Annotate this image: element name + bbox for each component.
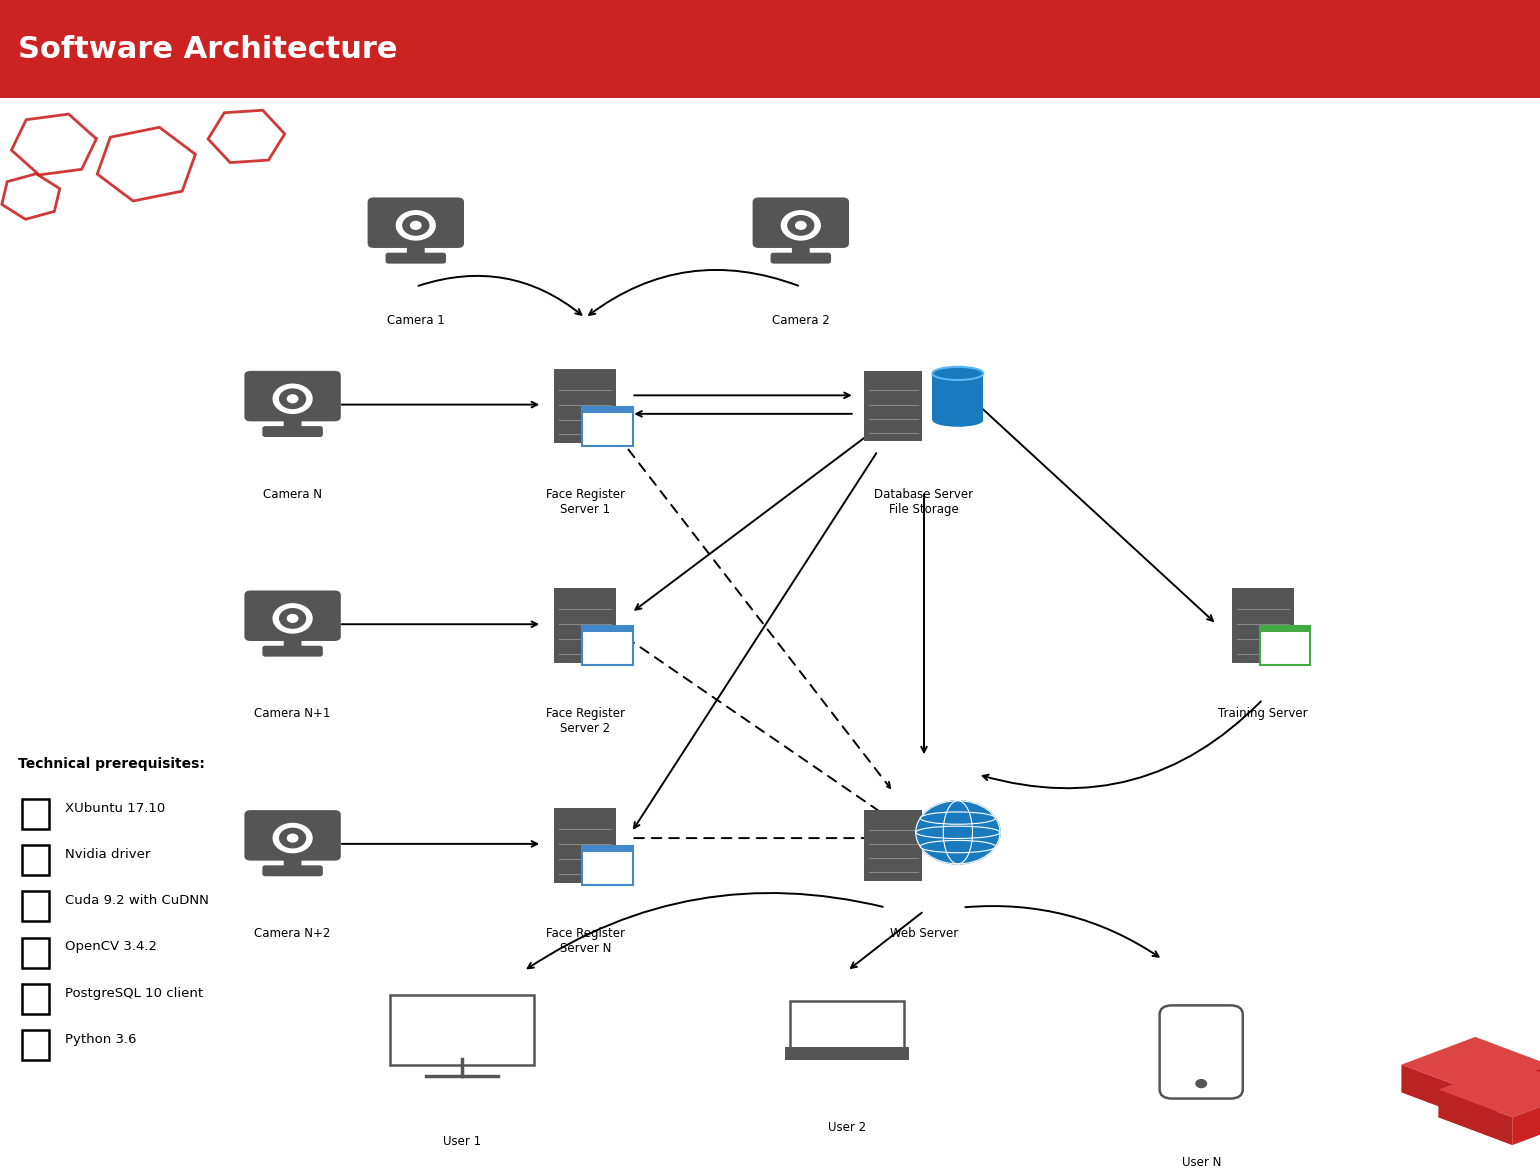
FancyBboxPatch shape (245, 810, 340, 860)
FancyBboxPatch shape (1160, 1005, 1243, 1099)
FancyBboxPatch shape (262, 426, 323, 437)
FancyBboxPatch shape (390, 995, 534, 1065)
Text: Face Register
Server 2: Face Register Server 2 (545, 707, 625, 735)
Text: User 2: User 2 (829, 1121, 865, 1134)
FancyBboxPatch shape (582, 627, 633, 632)
FancyBboxPatch shape (245, 590, 340, 641)
Text: Camera 2: Camera 2 (772, 314, 830, 327)
FancyBboxPatch shape (262, 865, 323, 877)
Text: XUbuntu 17.10: XUbuntu 17.10 (65, 802, 165, 815)
Polygon shape (1512, 1090, 1540, 1146)
FancyBboxPatch shape (1232, 588, 1294, 663)
Circle shape (280, 389, 305, 408)
FancyBboxPatch shape (283, 852, 302, 871)
Circle shape (788, 215, 813, 235)
Polygon shape (1438, 1061, 1540, 1118)
Text: Face Register
Server 1: Face Register Server 1 (545, 487, 625, 516)
FancyBboxPatch shape (554, 588, 616, 663)
FancyBboxPatch shape (368, 198, 464, 248)
Text: OpenCV 3.4.2: OpenCV 3.4.2 (65, 940, 157, 953)
Circle shape (273, 385, 313, 414)
FancyBboxPatch shape (22, 798, 49, 829)
Text: Technical prerequisites:: Technical prerequisites: (18, 758, 205, 772)
FancyBboxPatch shape (1260, 627, 1311, 665)
FancyBboxPatch shape (554, 368, 616, 443)
FancyBboxPatch shape (407, 240, 425, 258)
FancyBboxPatch shape (0, 0, 1540, 98)
FancyBboxPatch shape (864, 371, 922, 442)
FancyBboxPatch shape (790, 1002, 904, 1057)
Ellipse shape (933, 414, 983, 427)
Text: Database Server
File Storage: Database Server File Storage (875, 487, 973, 516)
FancyBboxPatch shape (785, 1047, 909, 1059)
Text: Training Server: Training Server (1218, 707, 1307, 720)
FancyBboxPatch shape (770, 253, 832, 264)
Circle shape (403, 215, 428, 235)
FancyBboxPatch shape (582, 846, 633, 852)
Text: User N: User N (1181, 1156, 1221, 1169)
Text: Camera N+2: Camera N+2 (254, 927, 331, 940)
Circle shape (280, 609, 305, 628)
Polygon shape (1475, 1065, 1540, 1120)
FancyBboxPatch shape (22, 984, 49, 1014)
Circle shape (273, 604, 313, 632)
FancyBboxPatch shape (582, 627, 633, 665)
Circle shape (280, 829, 305, 848)
Text: Camera 1: Camera 1 (387, 314, 445, 327)
FancyBboxPatch shape (753, 198, 849, 248)
Polygon shape (1401, 1037, 1540, 1092)
Circle shape (916, 801, 999, 864)
FancyBboxPatch shape (582, 407, 633, 445)
FancyBboxPatch shape (582, 407, 633, 413)
Text: Camera N+1: Camera N+1 (254, 707, 331, 720)
FancyBboxPatch shape (22, 891, 49, 921)
FancyBboxPatch shape (245, 371, 340, 421)
Circle shape (396, 210, 436, 240)
FancyBboxPatch shape (22, 1030, 49, 1060)
Text: Web Server: Web Server (890, 927, 958, 940)
FancyBboxPatch shape (385, 253, 447, 264)
Circle shape (1197, 1080, 1206, 1087)
Circle shape (288, 615, 297, 622)
Text: Camera N: Camera N (263, 487, 322, 500)
FancyBboxPatch shape (582, 846, 633, 885)
FancyBboxPatch shape (792, 240, 810, 258)
Text: Face Register
Server N: Face Register Server N (545, 927, 625, 955)
Text: Python 3.6: Python 3.6 (65, 1032, 136, 1046)
FancyBboxPatch shape (933, 373, 984, 420)
Text: Software Architecture: Software Architecture (18, 35, 397, 64)
Circle shape (288, 395, 297, 402)
FancyBboxPatch shape (283, 632, 302, 652)
FancyBboxPatch shape (22, 845, 49, 876)
Text: Cuda 9.2 with CuDNN: Cuda 9.2 with CuDNN (65, 894, 208, 907)
Circle shape (288, 835, 297, 842)
FancyBboxPatch shape (283, 413, 302, 433)
FancyBboxPatch shape (1260, 627, 1311, 632)
Text: PostgreSQL 10 client: PostgreSQL 10 client (65, 987, 203, 999)
Circle shape (796, 221, 805, 229)
Circle shape (411, 221, 420, 229)
FancyBboxPatch shape (864, 810, 922, 880)
FancyBboxPatch shape (554, 808, 616, 883)
Ellipse shape (933, 367, 983, 380)
Polygon shape (1438, 1090, 1512, 1146)
Text: User 1: User 1 (444, 1135, 480, 1148)
Circle shape (781, 210, 821, 240)
Circle shape (273, 823, 313, 852)
Text: Nvidia driver: Nvidia driver (65, 848, 149, 860)
FancyBboxPatch shape (22, 938, 49, 968)
Polygon shape (1401, 1065, 1475, 1120)
FancyBboxPatch shape (262, 645, 323, 657)
